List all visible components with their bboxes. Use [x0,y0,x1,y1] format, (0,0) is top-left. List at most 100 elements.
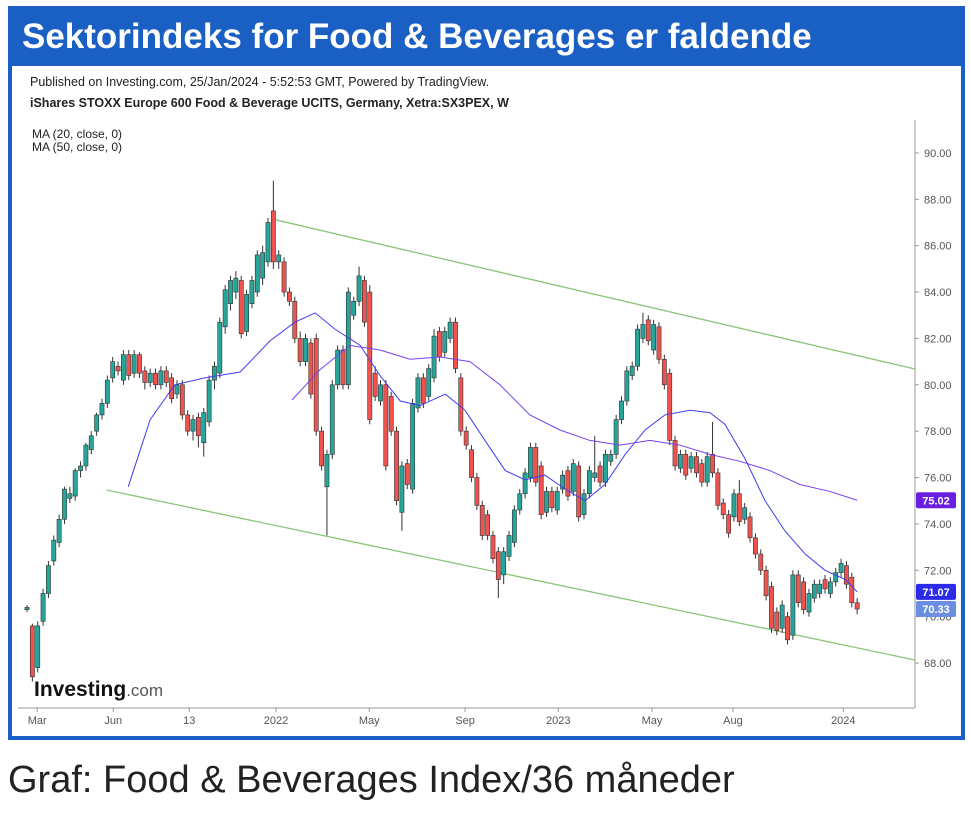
x-tick-label: Jun [104,715,122,727]
instrument: iShares STOXX Europe 600 Food & Beverage… [30,96,509,110]
candle-body [790,574,796,636]
price-tag-label: 70.33 [922,604,950,616]
candle-body [442,331,448,353]
candle-body [817,583,823,594]
candle-body [608,454,614,462]
candle-body [131,354,137,374]
y-tick-label: 76.00 [924,473,952,485]
candle-body [121,354,126,381]
indicator-label: MA (50, close, 0) [32,140,122,154]
candle-body [603,454,608,483]
candle-body [833,572,839,583]
candle-body [619,400,624,420]
candle-body [624,370,630,402]
candle-body [586,470,592,495]
candle-body [501,551,507,576]
candle-body [163,370,169,383]
chart-frame [8,62,965,740]
candle-body [56,518,62,543]
candle-body [40,593,46,622]
candle-body [801,581,806,610]
candle-body [399,465,405,513]
candle-body [29,625,35,678]
candle-body [538,465,544,515]
candle-body [506,535,512,557]
y-tick-label: 86.00 [924,241,952,253]
candle-body [110,361,116,379]
candle-body [83,444,89,467]
candle-body [340,349,346,386]
candle-body [24,607,30,610]
candle-body [694,456,699,474]
candle-body [517,493,523,511]
candle-body [378,384,383,402]
candle-body [752,537,758,555]
trend-line [275,219,916,370]
candle-body [710,454,715,474]
title-banner [8,6,965,66]
candle-body [715,472,721,506]
candle-body [635,328,640,367]
candle-body [785,616,790,641]
candle-body [410,403,416,490]
candle-body [827,581,833,594]
candle-body [469,449,474,478]
candle-body [747,516,753,539]
candle-body [233,277,239,293]
candle-body [35,625,41,668]
candle-body [260,252,266,279]
y-tick-label: 72.00 [924,565,952,577]
y-tick-label: 78.00 [924,426,952,438]
candle-body [46,565,51,594]
candle-body [104,379,110,404]
candle-body [308,342,314,395]
candle-body [811,583,817,599]
candle-body [99,403,105,416]
candle-body [426,368,432,397]
candle-body [678,454,683,469]
candle-body [447,321,453,339]
candle-body [67,493,73,499]
candle-body [362,280,367,323]
candle-body [115,365,121,372]
price-tag [916,600,956,617]
candle-body [297,338,303,362]
candle-body [324,454,330,488]
y-tick-label: 80.00 [924,380,952,392]
candle-body [720,502,726,515]
candle-body [281,261,287,293]
candle-body [629,365,635,376]
candle-body [153,372,158,386]
candle-body [88,435,94,451]
trend-line [106,489,916,661]
candle-body [726,514,732,534]
candle-body [795,574,801,604]
candle-body [779,604,785,629]
candle-body [528,447,533,478]
candle-body [254,254,260,293]
candle-body [838,563,844,573]
x-tick-label: 2023 [546,715,570,727]
candle-body [383,384,389,467]
candle-body [560,474,565,490]
candle-body [72,470,78,497]
candle-body [222,289,228,328]
x-tick-label: Sep [455,715,475,727]
candle-body [806,593,812,613]
candle-body [201,412,207,444]
candle-body [645,319,651,342]
candle-body [533,447,539,483]
candle-body [78,465,83,471]
candle-body [731,493,737,518]
candle-body [479,505,485,536]
candle-body [137,354,142,374]
candle-body [276,254,282,263]
candle-body [849,576,855,604]
candle-body [345,291,351,386]
candle-body [822,579,828,590]
candle-body [179,384,185,416]
candle-body [854,602,860,610]
candle-body [212,365,217,381]
candle-body [287,291,292,302]
